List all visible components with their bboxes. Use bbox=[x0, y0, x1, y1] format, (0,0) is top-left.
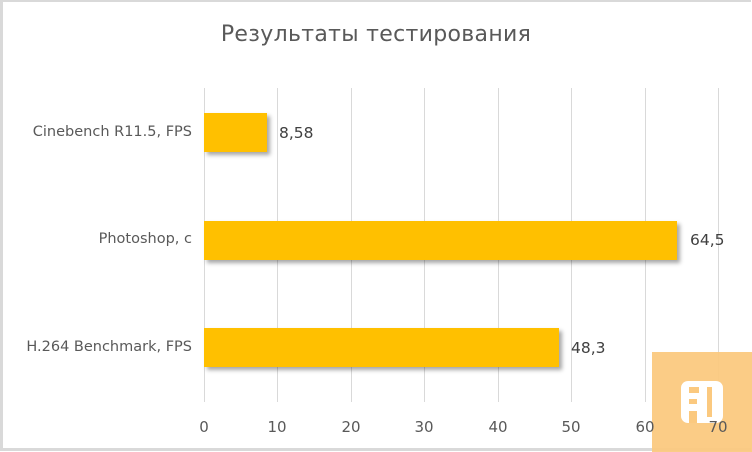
x-tick-50: 50 bbox=[561, 418, 581, 436]
site-logo-icon bbox=[681, 381, 723, 423]
x-tick-60: 60 bbox=[635, 418, 655, 436]
value-label-photoshop: 64,5 bbox=[690, 231, 725, 249]
category-label-photoshop: Photoshop, c bbox=[98, 231, 192, 247]
bar-photoshop bbox=[204, 221, 677, 260]
x-tick-70: 70 bbox=[708, 418, 728, 436]
x-tick-40: 40 bbox=[488, 418, 508, 436]
value-label-cinebench: 8,58 bbox=[279, 124, 314, 142]
x-tick-30: 30 bbox=[414, 418, 434, 436]
x-tick-0: 0 bbox=[199, 418, 209, 436]
gridline-70 bbox=[718, 88, 719, 402]
x-tick-20: 20 bbox=[341, 418, 361, 436]
value-label-h264: 48,3 bbox=[571, 339, 606, 357]
category-label-cinebench: Cinebench R11.5, FPS bbox=[32, 124, 192, 140]
chart-title: Результаты тестирования bbox=[220, 22, 532, 47]
x-tick-10: 10 bbox=[267, 418, 287, 436]
bar-h264 bbox=[204, 328, 559, 367]
category-label-h264: H.264 Benchmark, FPS bbox=[26, 339, 192, 355]
bar-cinebench bbox=[204, 113, 267, 152]
